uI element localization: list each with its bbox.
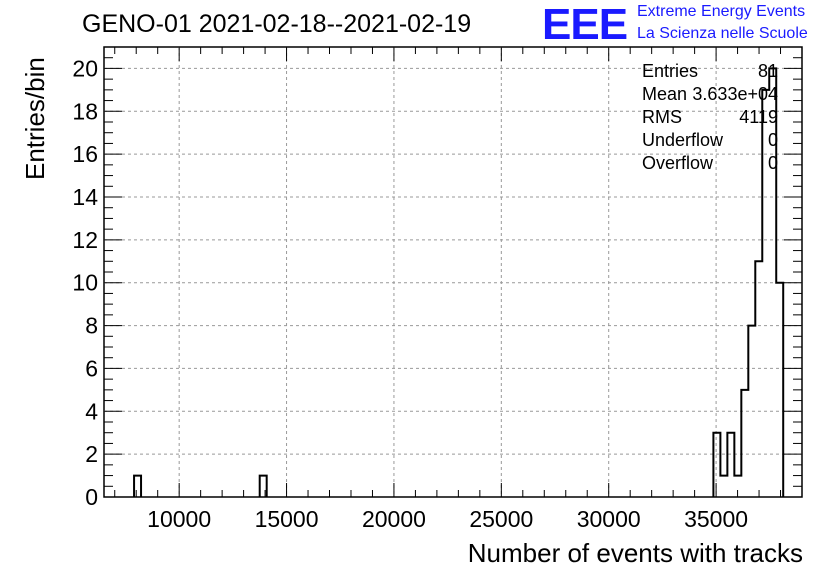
x-tick-labels: 10000 15000 20000 25000 30000 35000 [147, 506, 748, 532]
grid-lines [104, 47, 802, 497]
stats-value: 81 [758, 61, 778, 81]
stats-value: 0 [768, 153, 778, 173]
x-axis-label: Number of events with tracks [468, 538, 803, 568]
x-tick-label: 10000 [147, 506, 211, 532]
stats-value: 4119 [739, 107, 778, 127]
stats-label: Underflow [642, 130, 724, 150]
y-axis-label: Entries/bin [20, 57, 50, 180]
stats-label: Entries [642, 61, 698, 81]
y-tick-label: 14 [72, 184, 98, 210]
chart-title: GENO-01 2021-02-18--2021-02-19 [82, 10, 472, 38]
x-tick-label: 25000 [469, 506, 533, 532]
y-tick-label: 8 [85, 313, 98, 339]
y-tick-label: 4 [85, 398, 98, 424]
plot-frame [103, 46, 803, 498]
y-tick-label: 16 [72, 141, 98, 167]
logo-text-line2: La Scienza nelle Scuole [637, 25, 808, 42]
stats-label: Mean [642, 84, 687, 104]
histogram-outline [133, 67, 785, 497]
eee-logo: EEE [542, 0, 628, 49]
x-tick-label: 15000 [255, 506, 319, 532]
y-tick-labels: 0 2 4 6 8 10 12 14 16 18 20 [72, 55, 98, 510]
x-tick-label: 30000 [577, 506, 641, 532]
y-tick-label: 10 [72, 270, 98, 296]
x-tick-label: 20000 [362, 506, 426, 532]
stats-label: Overflow [642, 153, 714, 173]
axis-ticks [104, 47, 802, 498]
y-tick-label: 0 [85, 484, 98, 510]
stats-value: 0 [768, 130, 778, 150]
stats-label: RMS [642, 107, 682, 127]
y-tick-label: 18 [72, 98, 98, 124]
y-tick-label: 12 [72, 227, 98, 253]
stats-value: 3.633e+04 [692, 84, 778, 104]
x-tick-label: 35000 [684, 506, 748, 532]
y-tick-label: 20 [72, 55, 98, 81]
stats-box: Entries 81 Mean 3.633e+04 RMS 4119 Underflow 0 O… [642, 61, 778, 173]
y-tick-label: 2 [85, 441, 98, 467]
y-tick-label: 6 [85, 355, 98, 381]
logo-text-line1: Extreme Energy Events [637, 3, 806, 20]
